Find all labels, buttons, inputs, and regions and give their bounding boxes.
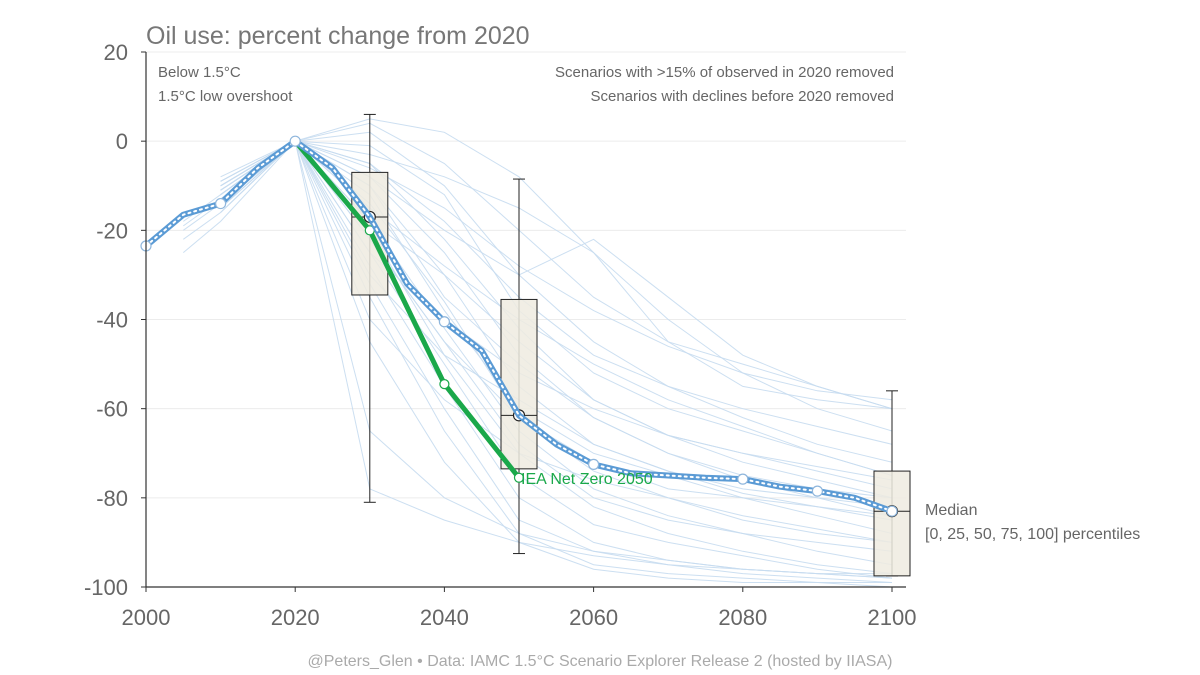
median-point: [737, 473, 749, 485]
scenario-line: [220, 140, 892, 575]
y-tick-label: 20: [104, 40, 128, 65]
scenario-line: [220, 140, 893, 445]
scenario-line: [220, 140, 893, 543]
x-tick-label: 2060: [569, 605, 618, 630]
scenario-line: [220, 140, 893, 432]
median-point: [587, 458, 600, 470]
scenario-line: [220, 140, 893, 575]
x-tick-label: 2080: [718, 605, 767, 630]
iea-point: [513, 472, 525, 483]
median-point: [811, 485, 824, 497]
iea-line: [292, 138, 522, 481]
x-tick-label: 2000: [122, 605, 171, 630]
tick-labels: 20 0 -20 -40 -60 -80 -100 2000 2020 2040 2060 2080 2…: [84, 40, 917, 630]
scenario-line: [220, 140, 893, 583]
scenario-line: [182, 118, 893, 410]
median-point: [438, 316, 450, 328]
scenario-line: [220, 140, 893, 521]
scenario-line: [220, 140, 893, 579]
y-tick-label: -40: [96, 308, 128, 333]
scenario-line: [220, 140, 893, 476]
percentile-boxes: [351, 113, 911, 577]
scenario-line: [220, 140, 893, 410]
scenario-line: [220, 140, 893, 490]
scenario-line: [220, 140, 893, 499]
box-iqr: [500, 298, 538, 470]
y-tick-label: -80: [96, 486, 128, 511]
y-tick-label: -20: [96, 218, 128, 243]
x-tick-label: 2020: [271, 605, 320, 630]
scenario-line: [220, 140, 893, 579]
scenario-line: [220, 140, 893, 579]
median-legend-label: Median: [925, 502, 977, 519]
iea-series-label: IEA Net Zero 2050: [521, 471, 653, 488]
median-point: [215, 197, 227, 210]
x-tick-label: 2100: [868, 605, 917, 630]
median-point: [289, 135, 301, 147]
median-series: [140, 135, 898, 517]
scenario-line: [183, 131, 893, 463]
x-tick-label: 2040: [420, 605, 469, 630]
scenario-line: [220, 140, 893, 517]
credit-line: @Peters_Glen • Data: IAMC 1.5°C Scenario…: [308, 653, 893, 670]
scenario-line: [220, 140, 893, 401]
scenario-line: [220, 140, 893, 588]
scenario-lines: [182, 118, 893, 588]
scenario-line: [220, 140, 892, 583]
y-tick-label: -60: [96, 397, 128, 422]
note-left-1: Below 1.5°C: [158, 64, 241, 81]
chart-title: Oil use: percent change from 2020: [146, 22, 530, 50]
y-tick-label: 0: [116, 129, 128, 154]
median-line-dots: [145, 139, 893, 513]
scenario-line: [220, 122, 893, 410]
percentile-legend-label: [0, 25, 50, 75, 100] percentiles: [925, 526, 1140, 543]
iea-point: [439, 379, 450, 390]
y-tick-label: -100: [84, 575, 128, 600]
note-right-1: Scenarios with >15% of observed in 2020 …: [555, 64, 894, 81]
box-iqr: [873, 470, 911, 577]
median-point: [886, 505, 898, 517]
note-left-2: 1.5°C low overshoot: [158, 88, 293, 105]
note-right-2: Scenarios with declines before 2020 remo…: [590, 88, 894, 105]
